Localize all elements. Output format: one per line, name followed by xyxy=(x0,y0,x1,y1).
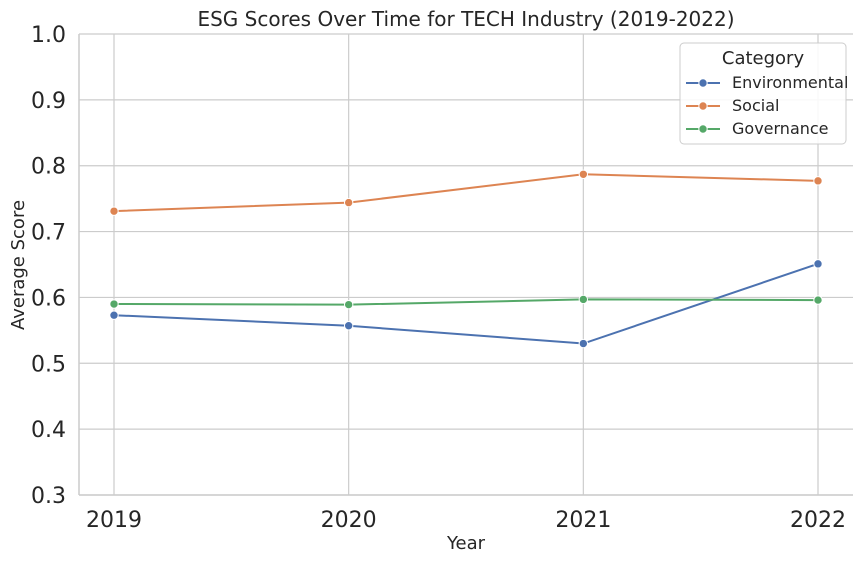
tick-labels: 0.3 0.4 0.5 0.6 0.7 0.8 0.9 1.0 2019 2020 2021 2022 xyxy=(31,23,846,533)
legend-box xyxy=(679,42,847,145)
legend-title: Category xyxy=(722,48,805,69)
legend-label: Environmental xyxy=(732,73,848,92)
data-point-social xyxy=(578,169,589,179)
y-tick-label: 1.0 xyxy=(31,23,66,48)
series-line-social xyxy=(113,173,819,213)
y-tick-label: 0.5 xyxy=(31,352,66,377)
data-point-governance xyxy=(343,299,354,310)
legend-marker-swatch xyxy=(698,78,708,88)
data-point-environmental xyxy=(109,310,119,320)
y-axis-label: Average Score xyxy=(8,200,29,330)
series-environmental xyxy=(109,259,823,349)
x-tick-label: 2020 xyxy=(321,508,377,533)
y-tick-label: 0.8 xyxy=(31,155,66,180)
data-point-social xyxy=(343,197,354,208)
data-point-governance xyxy=(109,299,119,309)
data-point-governance xyxy=(813,295,823,305)
series-layer xyxy=(109,169,823,349)
y-tick-label: 0.9 xyxy=(31,89,66,114)
legend-label: Social xyxy=(732,96,779,115)
y-tick-label: 0.4 xyxy=(31,418,66,443)
data-point-environmental xyxy=(343,321,354,331)
legend-entry-social: Social xyxy=(686,96,779,115)
x-axis-label: Year xyxy=(446,533,486,554)
x-tick-label: 2021 xyxy=(555,508,611,533)
legend-marker-swatch xyxy=(698,124,708,134)
legend-entry-environmental: Environmental xyxy=(686,73,848,92)
legend-marker-swatch xyxy=(698,101,708,111)
series-line-environmental xyxy=(113,262,819,345)
x-tick-label: 2022 xyxy=(790,508,846,533)
legend-entry-governance: Governance xyxy=(686,119,829,138)
chart-title: ESG Scores Over Time for TECH Industry (… xyxy=(197,7,734,31)
series-governance xyxy=(109,294,823,310)
data-point-environmental xyxy=(578,338,589,349)
axes-spines xyxy=(78,34,853,496)
y-tick-label: 0.7 xyxy=(31,221,66,246)
legend-label: Governance xyxy=(732,119,829,138)
data-point-governance xyxy=(578,294,589,305)
series-line-governance xyxy=(113,298,819,306)
data-point-social xyxy=(813,176,823,186)
data-point-environmental xyxy=(813,259,823,269)
x-tick-label: 2019 xyxy=(86,508,142,533)
legend: Category Environmental Social Governance xyxy=(679,42,848,145)
y-tick-label: 0.6 xyxy=(31,286,66,311)
series-social xyxy=(109,169,823,216)
data-point-social xyxy=(109,206,119,216)
y-tick-label: 0.3 xyxy=(31,484,66,509)
